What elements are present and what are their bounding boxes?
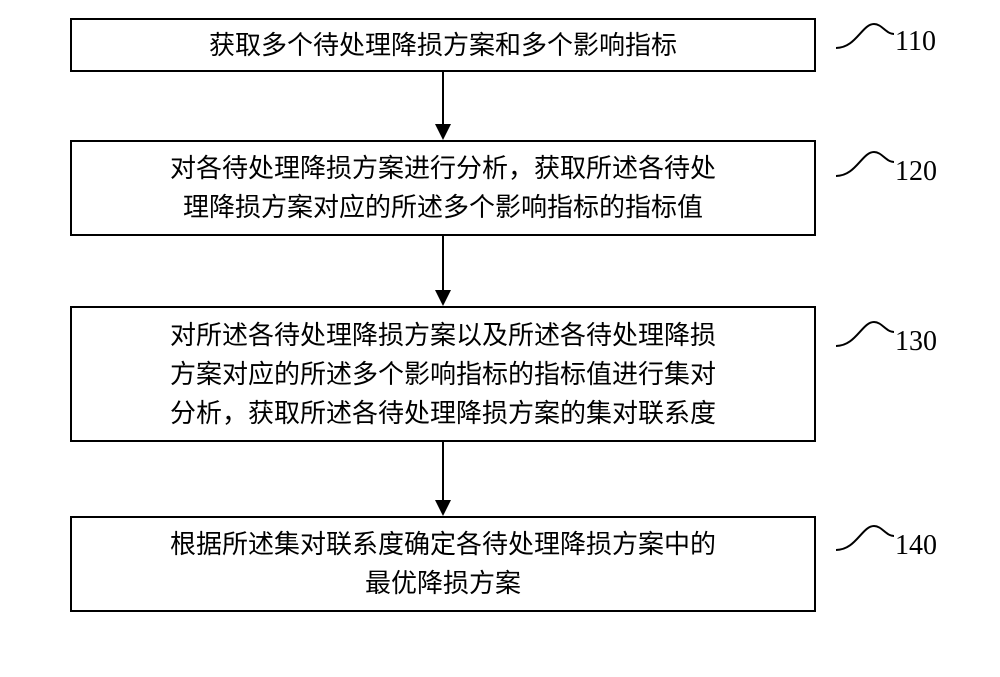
flowchart-node: 获取多个待处理降损方案和多个影响指标: [70, 18, 816, 72]
flow-arrow: [431, 442, 455, 516]
step-label: 130: [895, 326, 937, 358]
flow-arrow: [431, 72, 455, 140]
node-text: 对各待处理降损方案进行分析，获取所述各待处 理降损方案对应的所述多个影响指标的指…: [170, 149, 716, 227]
label-connector: [836, 150, 894, 178]
label-connector: [836, 524, 894, 552]
node-text: 根据所述集对联系度确定各待处理降损方案中的 最优降损方案: [170, 525, 716, 603]
flowchart-node: 对各待处理降损方案进行分析，获取所述各待处 理降损方案对应的所述多个影响指标的指…: [70, 140, 816, 236]
node-text: 对所述各待处理降损方案以及所述各待处理降损 方案对应的所述多个影响指标的指标值进…: [170, 316, 716, 433]
node-text: 获取多个待处理降损方案和多个影响指标: [209, 26, 677, 65]
step-label: 120: [895, 156, 937, 188]
label-connector: [836, 22, 894, 50]
flowchart-node: 根据所述集对联系度确定各待处理降损方案中的 最优降损方案: [70, 516, 816, 612]
label-connector: [836, 320, 894, 348]
flowchart-canvas: 获取多个待处理降损方案和多个影响指标 110 对各待处理降损方案进行分析，获取所述各…: [0, 0, 1000, 677]
step-label: 110: [895, 26, 936, 58]
flow-arrow: [431, 236, 455, 306]
flowchart-node: 对所述各待处理降损方案以及所述各待处理降损 方案对应的所述多个影响指标的指标值进…: [70, 306, 816, 442]
step-label: 140: [895, 530, 937, 562]
